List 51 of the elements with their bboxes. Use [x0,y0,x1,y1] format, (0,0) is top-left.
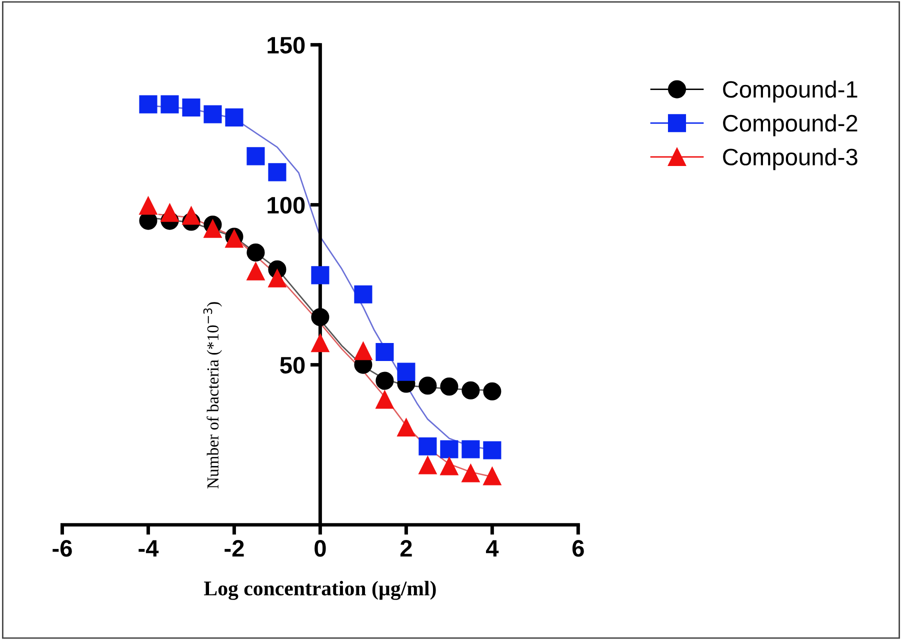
point [483,382,502,400]
point [160,95,179,114]
point [311,266,330,284]
point [440,440,458,458]
point [139,196,158,215]
point [182,206,200,225]
legend-label: Compound-1 [723,80,858,102]
point [204,105,222,124]
point [268,269,286,288]
x-axis-title: Log concentration (µg/ml) [204,580,436,600]
point [440,378,458,396]
point [418,456,437,474]
point [440,457,458,476]
x-tick-label: -6 [52,540,72,557]
point [418,437,437,456]
x-tick-label: -2 [224,540,244,556]
point [462,381,480,400]
point [397,362,416,381]
y-tick-label: 150 [268,36,305,54]
x-tick-label: 6 [572,540,584,557]
point [397,418,416,437]
y-tick-label: 50 [280,356,305,374]
point [376,342,394,362]
point [225,108,244,126]
point [354,342,372,360]
point [268,163,286,182]
point [182,98,200,117]
x-tick-label: 0 [314,540,326,557]
point [376,372,394,390]
point [246,147,265,166]
point [160,204,179,222]
point [246,243,265,262]
point [139,95,158,114]
point [483,467,502,486]
point [354,285,372,304]
point [418,376,437,395]
point [483,441,502,460]
point [376,390,394,409]
point [462,440,480,458]
point [462,464,480,482]
point [204,220,222,238]
legend-label: Compound-3 [723,148,858,170]
legend-label: Compound-2 [723,114,858,136]
x-tick-label: 4 [486,540,499,556]
point [246,262,265,280]
x-tick-label: -4 [138,540,159,556]
y-tick-label: 100 [268,196,305,214]
point [311,334,330,352]
y-axis-title: Number of bacteria (*10$^{−3}$) [203,302,222,489]
x-tick-label: 2 [400,540,412,556]
point [311,308,330,326]
